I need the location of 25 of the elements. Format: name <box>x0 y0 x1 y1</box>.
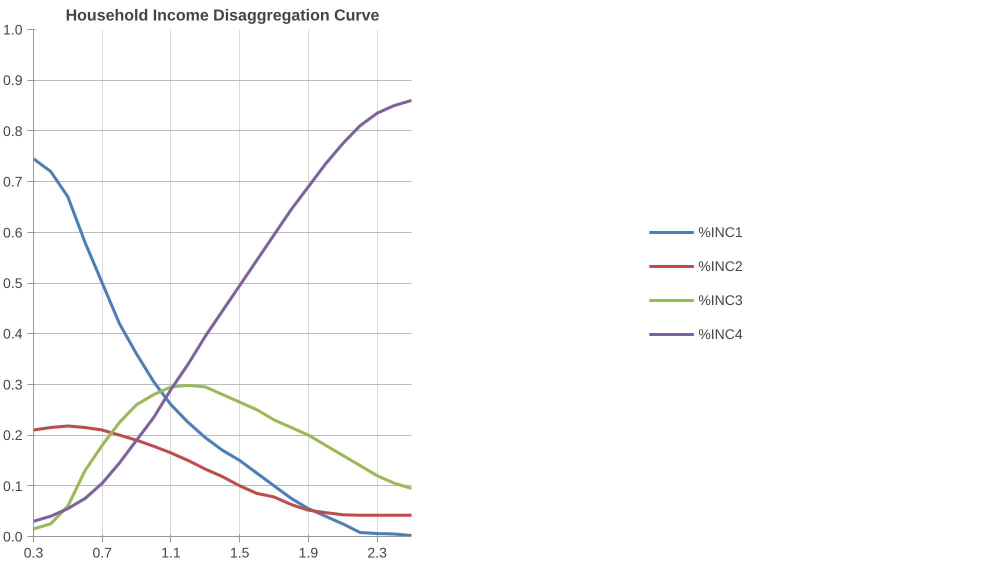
x-tick-label: 1.5 <box>230 544 250 560</box>
legend-label: %INC1 <box>698 224 743 240</box>
y-tick-label: 0.6 <box>3 224 23 240</box>
y-tick-label: 0.3 <box>3 376 23 392</box>
y-tick-label: 0.7 <box>3 174 23 190</box>
legend-label: %INC2 <box>698 258 743 274</box>
x-tick-label: 1.9 <box>298 544 318 560</box>
y-tick-label: 1.0 <box>3 22 23 38</box>
y-tick-label: 0.0 <box>3 528 23 544</box>
y-tick-label: 0.4 <box>3 326 23 342</box>
x-tick-label: 0.3 <box>24 544 44 560</box>
line-series <box>34 98 412 523</box>
y-tick-label: 0.1 <box>3 478 23 494</box>
line-series <box>34 424 412 517</box>
y-tick-label: 0.5 <box>3 275 23 291</box>
y-tick-label: 0.2 <box>3 427 23 444</box>
legend-label: %INC4 <box>698 326 743 342</box>
x-tick-label: 2.3 <box>367 544 388 560</box>
x-tick-label: 0.7 <box>92 544 112 560</box>
x-tick-label: 1.1 <box>161 544 181 560</box>
chart-title: Household Income Disaggregation Curve <box>66 8 380 24</box>
y-tick-label: 0.8 <box>3 122 23 139</box>
y-tick-label: 0.9 <box>3 72 23 88</box>
legend-label: %INC3 <box>698 292 743 308</box>
line-series <box>34 384 412 530</box>
